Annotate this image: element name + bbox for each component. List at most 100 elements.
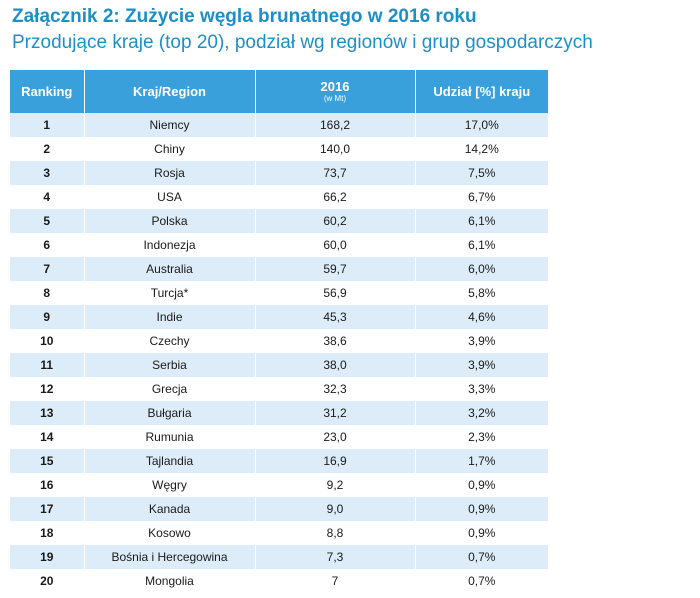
cell-rank: 6	[10, 233, 84, 257]
cell-rank: 15	[10, 449, 84, 473]
cell-rank: 10	[10, 329, 84, 353]
cell-country: Turcja*	[83, 281, 255, 305]
cell-rank: 17	[10, 497, 84, 521]
cell-value: 32,3	[254, 377, 415, 401]
cell-share: 3,2%	[414, 401, 548, 425]
cell-country: Czechy	[83, 329, 255, 353]
table-row: 9 Indie 45,3 4,6%	[10, 305, 548, 329]
table-row: 3 Rosja 73,7 7,5%	[10, 161, 548, 185]
cell-value: 45,3	[254, 305, 415, 329]
cell-share: 3,9%	[414, 353, 548, 377]
table-row: 20 Mongolia 7 0,7%	[10, 569, 548, 593]
table-row: 13 Bułgaria 31,2 3,2%	[10, 401, 548, 425]
cell-country: Węgry	[83, 473, 255, 497]
table-header: Ranking Kraj/Region 2016 (w Mt) Udział […	[10, 70, 548, 113]
table-row: 2 Chiny 140,0 14,2%	[10, 137, 548, 161]
cell-country: Indonezja	[83, 233, 255, 257]
cell-country: USA	[83, 185, 255, 209]
cell-value: 38,6	[254, 329, 415, 353]
cell-rank: 8	[10, 281, 84, 305]
cell-share: 0,9%	[414, 497, 548, 521]
table-body: 1 Niemcy 168,2 17,0% 2 Chiny 140,0 14,2% 3 Rosja 7…	[10, 113, 548, 593]
cell-value: 60,0	[254, 233, 415, 257]
cell-share: 6,0%	[414, 257, 548, 281]
cell-share: 7,5%	[414, 161, 548, 185]
cell-value: 23,0	[254, 425, 415, 449]
table-row: 18 Kosowo 8,8 0,9%	[10, 521, 548, 545]
cell-country: Polska	[83, 209, 255, 233]
cell-rank: 9	[10, 305, 84, 329]
cell-share: 0,7%	[414, 569, 548, 593]
header-year: 2016 (w Mt)	[254, 70, 415, 113]
cell-value: 9,0	[254, 497, 415, 521]
cell-rank: 14	[10, 425, 84, 449]
cell-value: 60,2	[254, 209, 415, 233]
cell-country: Kosowo	[83, 521, 255, 545]
cell-country: Serbia	[83, 353, 255, 377]
cell-rank: 5	[10, 209, 84, 233]
cell-share: 3,9%	[414, 329, 548, 353]
cell-value: 168,2	[254, 113, 415, 137]
header-ranking: Ranking	[10, 70, 84, 113]
cell-value: 16,9	[254, 449, 415, 473]
cell-country: Rumunia	[83, 425, 255, 449]
cell-share: 0,9%	[414, 521, 548, 545]
table-row: 19 Bośnia i Hercegowina 7,3 0,7%	[10, 545, 548, 569]
table-row: 1 Niemcy 168,2 17,0%	[10, 113, 548, 137]
header-year-label: 2016	[320, 79, 350, 94]
cell-value: 66,2	[254, 185, 415, 209]
cell-country: Tajlandia	[83, 449, 255, 473]
cell-country: Bośnia i Hercegowina	[83, 545, 255, 569]
cell-country: Rosja	[83, 161, 255, 185]
cell-rank: 2	[10, 137, 84, 161]
cell-share: 6,1%	[414, 209, 548, 233]
cell-value: 59,7	[254, 257, 415, 281]
cell-country: Australia	[83, 257, 255, 281]
cell-rank: 7	[10, 257, 84, 281]
cell-rank: 3	[10, 161, 84, 185]
table-row: 11 Serbia 38,0 3,9%	[10, 353, 548, 377]
cell-value: 38,0	[254, 353, 415, 377]
table-row: 17 Kanada 9,0 0,9%	[10, 497, 548, 521]
cell-value: 8,8	[254, 521, 415, 545]
page-subtitle: Przodujące kraje (top 20), podział wg re…	[12, 32, 593, 53]
cell-share: 14,2%	[414, 137, 548, 161]
cell-country: Bułgaria	[83, 401, 255, 425]
page-title: Załącznik 2: Zużycie węgla brunatnego w …	[12, 6, 477, 27]
cell-value: 9,2	[254, 473, 415, 497]
table-row: 6 Indonezja 60,0 6,1%	[10, 233, 548, 257]
cell-rank: 13	[10, 401, 84, 425]
cell-rank: 20	[10, 569, 84, 593]
table-row: 14 Rumunia 23,0 2,3%	[10, 425, 548, 449]
cell-share: 3,3%	[414, 377, 548, 401]
cell-country: Indie	[83, 305, 255, 329]
cell-country: Chiny	[83, 137, 255, 161]
cell-rank: 19	[10, 545, 84, 569]
cell-share: 6,1%	[414, 233, 548, 257]
cell-value: 31,2	[254, 401, 415, 425]
cell-value: 73,7	[254, 161, 415, 185]
table-row: 16 Węgry 9,2 0,9%	[10, 473, 548, 497]
table-row: 10 Czechy 38,6 3,9%	[10, 329, 548, 353]
cell-share: 17,0%	[414, 113, 548, 137]
cell-rank: 11	[10, 353, 84, 377]
cell-rank: 16	[10, 473, 84, 497]
cell-country: Niemcy	[83, 113, 255, 137]
cell-value: 7	[254, 569, 415, 593]
cell-value: 7,3	[254, 545, 415, 569]
cell-rank: 1	[10, 113, 84, 137]
cell-share: 1,7%	[414, 449, 548, 473]
cell-value: 56,9	[254, 281, 415, 305]
table-row: 4 USA 66,2 6,7%	[10, 185, 548, 209]
cell-value: 140,0	[254, 137, 415, 161]
header-country: Kraj/Region	[83, 70, 255, 113]
coal-consumption-table: Ranking Kraj/Region 2016 (w Mt) Udział […	[10, 70, 548, 593]
table-row: 5 Polska 60,2 6,1%	[10, 209, 548, 233]
cell-share: 4,6%	[414, 305, 548, 329]
cell-share: 5,8%	[414, 281, 548, 305]
cell-country: Kanada	[83, 497, 255, 521]
cell-country: Mongolia	[83, 569, 255, 593]
cell-rank: 12	[10, 377, 84, 401]
cell-share: 0,9%	[414, 473, 548, 497]
cell-share: 2,3%	[414, 425, 548, 449]
